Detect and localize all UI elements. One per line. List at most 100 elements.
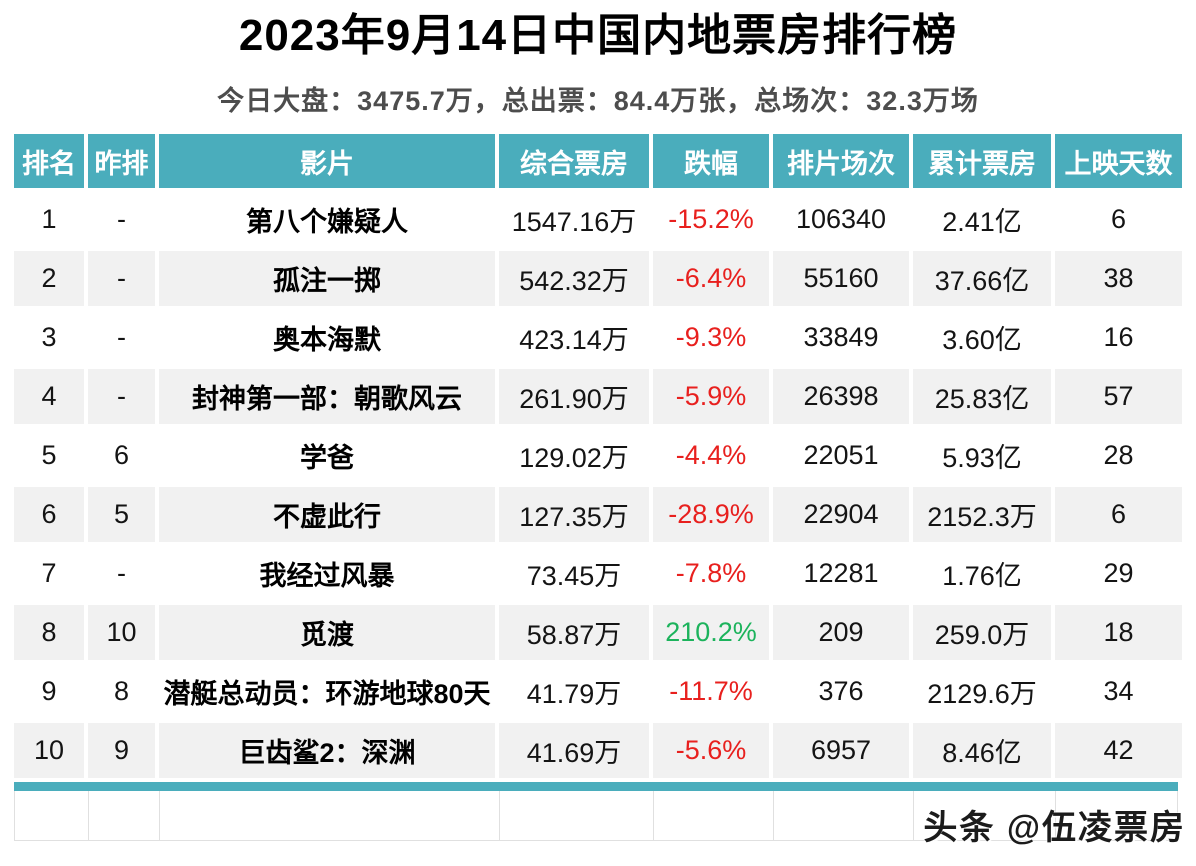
rank-cell: 10 [14,723,84,778]
total-gross-cell: 2152.3万 [913,487,1051,542]
days-cell: 34 [1055,664,1182,719]
table-row: 2 - 孤注一掷 542.32万 -6.4% 55160 37.66亿 38 [14,251,1182,306]
table-row: 5 6 学爸 129.02万 -4.4% 22051 5.93亿 28 [14,428,1182,483]
days-cell: 42 [1055,723,1182,778]
days-cell: 28 [1055,428,1182,483]
col-header-prev: 昨排 [88,134,155,188]
table-row: 6 5 不虚此行 127.35万 -28.9% 22904 2152.3万 6 [14,487,1182,542]
prev-rank-cell: - [88,251,155,306]
days-cell: 6 [1055,192,1182,247]
empty-cell [773,791,913,840]
days-cell: 57 [1055,369,1182,424]
days-cell: 29 [1055,546,1182,601]
gross-cell: 129.02万 [499,428,649,483]
rank-cell: 5 [14,428,84,483]
rank-cell: 2 [14,251,84,306]
change-cell: -5.9% [653,369,769,424]
empty-cell [88,791,159,840]
sessions-cell: 6957 [773,723,909,778]
col-header-movie: 影片 [159,134,495,188]
gross-cell: 542.32万 [499,251,649,306]
gross-cell: 127.35万 [499,487,649,542]
total-gross-cell: 8.46亿 [913,723,1051,778]
col-header-days: 上映天数 [1055,134,1182,188]
prev-rank-cell: 5 [88,487,155,542]
table-row: 1 - 第八个嫌疑人 1547.16万 -15.2% 106340 2.41亿 … [14,192,1182,247]
total-gross-cell: 2129.6万 [913,664,1051,719]
prev-rank-cell: - [88,192,155,247]
box-office-table: 排名 昨排 影片 综合票房 跌幅 排片场次 累计票房 上映天数 1 - 第八个嫌… [10,130,1186,782]
col-header-rank: 排名 [14,134,84,188]
table-row: 7 - 我经过风暴 73.45万 -7.8% 12281 1.76亿 29 [14,546,1182,601]
market-summary: 今日大盘：3475.7万，总出票：84.4万张，总场次：32.3万场 [217,86,979,116]
sessions-cell: 22051 [773,428,909,483]
movie-title-cell: 孤注一掷 [159,251,495,306]
col-header-gross: 综合票房 [499,134,649,188]
change-cell: -6.4% [653,251,769,306]
total-gross-cell: 1.76亿 [913,546,1051,601]
change-cell: -4.4% [653,428,769,483]
empty-cell [913,791,1055,840]
empty-cell [499,791,653,840]
gross-cell: 261.90万 [499,369,649,424]
page-title: 2023年9月14日中国内地票房排行榜 [238,11,958,60]
movie-title-cell: 奥本海默 [159,310,495,365]
days-cell: 38 [1055,251,1182,306]
watermark: 头条 @伍凌票房 [923,809,1186,847]
prev-rank-cell: 9 [88,723,155,778]
total-gross-cell: 2.41亿 [913,192,1051,247]
gross-cell: 41.69万 [499,723,649,778]
sessions-cell: 33849 [773,310,909,365]
prev-rank-cell: 6 [88,428,155,483]
total-gross-cell: 3.60亿 [913,310,1051,365]
sessions-cell: 376 [773,664,909,719]
prev-rank-cell: 10 [88,605,155,660]
prev-rank-cell: - [88,546,155,601]
table-row: 8 10 觅渡 58.87万 210.2% 209 259.0万 18 [14,605,1182,660]
prev-rank-cell: - [88,310,155,365]
change-cell: -5.6% [653,723,769,778]
gross-cell: 41.79万 [499,664,649,719]
sessions-cell: 55160 [773,251,909,306]
col-header-change: 跌幅 [653,134,769,188]
movie-title-cell: 潜艇总动员：环游地球80天 [159,664,495,719]
empty-grid-row [14,791,1178,841]
movie-title-cell: 学爸 [159,428,495,483]
rank-cell: 9 [14,664,84,719]
rank-cell: 4 [14,369,84,424]
gross-cell: 1547.16万 [499,192,649,247]
total-gross-cell: 25.83亿 [913,369,1051,424]
rank-cell: 1 [14,192,84,247]
sessions-cell: 106340 [773,192,909,247]
rank-cell: 7 [14,546,84,601]
table-row: 10 9 巨齿鲨2：深渊 41.69万 -5.6% 6957 8.46亿 42 [14,723,1182,778]
empty-cell [14,791,88,840]
movie-title-cell: 封神第一部：朝歌风云 [159,369,495,424]
change-cell: -11.7% [653,664,769,719]
days-cell: 18 [1055,605,1182,660]
col-header-total: 累计票房 [913,134,1051,188]
total-gross-cell: 259.0万 [913,605,1051,660]
total-gross-cell: 37.66亿 [913,251,1051,306]
empty-cell [653,791,773,840]
rank-cell: 6 [14,487,84,542]
days-cell: 6 [1055,487,1182,542]
sessions-cell: 209 [773,605,909,660]
movie-title-cell: 不虚此行 [159,487,495,542]
table-row: 9 8 潜艇总动员：环游地球80天 41.79万 -11.7% 376 2129… [14,664,1182,719]
gross-cell: 73.45万 [499,546,649,601]
movie-title-cell: 我经过风暴 [159,546,495,601]
prev-rank-cell: - [88,369,155,424]
sessions-cell: 22904 [773,487,909,542]
empty-cell [1055,791,1178,840]
table-header-row: 排名 昨排 影片 综合票房 跌幅 排片场次 累计票房 上映天数 [14,134,1182,188]
col-header-sessions: 排片场次 [773,134,909,188]
prev-rank-cell: 8 [88,664,155,719]
gross-cell: 58.87万 [499,605,649,660]
rank-cell: 8 [14,605,84,660]
days-cell: 16 [1055,310,1182,365]
movie-title-cell: 觅渡 [159,605,495,660]
rank-cell: 3 [14,310,84,365]
movie-title-cell: 巨齿鲨2：深渊 [159,723,495,778]
